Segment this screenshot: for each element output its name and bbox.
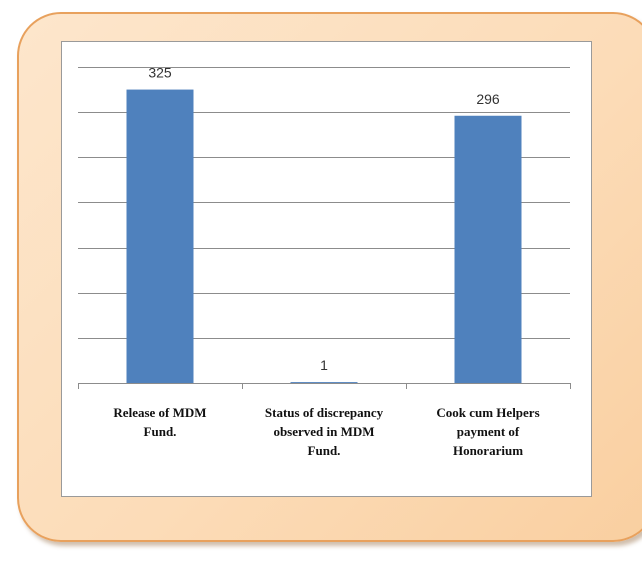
- category-label: Cook cum Helpers: [436, 405, 539, 420]
- category-label: Fund.: [308, 443, 341, 458]
- data-labels: 325 1 296: [148, 65, 500, 374]
- category-label: payment of: [457, 424, 520, 439]
- category-label: Fund.: [144, 424, 177, 439]
- category-label: Status of discrepancy: [265, 405, 384, 420]
- bars: [126, 89, 522, 384]
- data-label: 296: [476, 91, 500, 107]
- category-label: Release of MDM: [113, 405, 206, 420]
- data-label: 1: [320, 357, 328, 373]
- bar: [290, 382, 358, 383]
- x-axis: [78, 383, 571, 389]
- category-label: observed in MDM: [273, 424, 374, 439]
- bar: [454, 115, 522, 384]
- bar: [126, 89, 194, 384]
- category-label: Honorarium: [453, 443, 523, 458]
- category-labels: Release of MDM Fund. Status of discrepancy…: [113, 405, 539, 458]
- data-label: 325: [148, 65, 172, 81]
